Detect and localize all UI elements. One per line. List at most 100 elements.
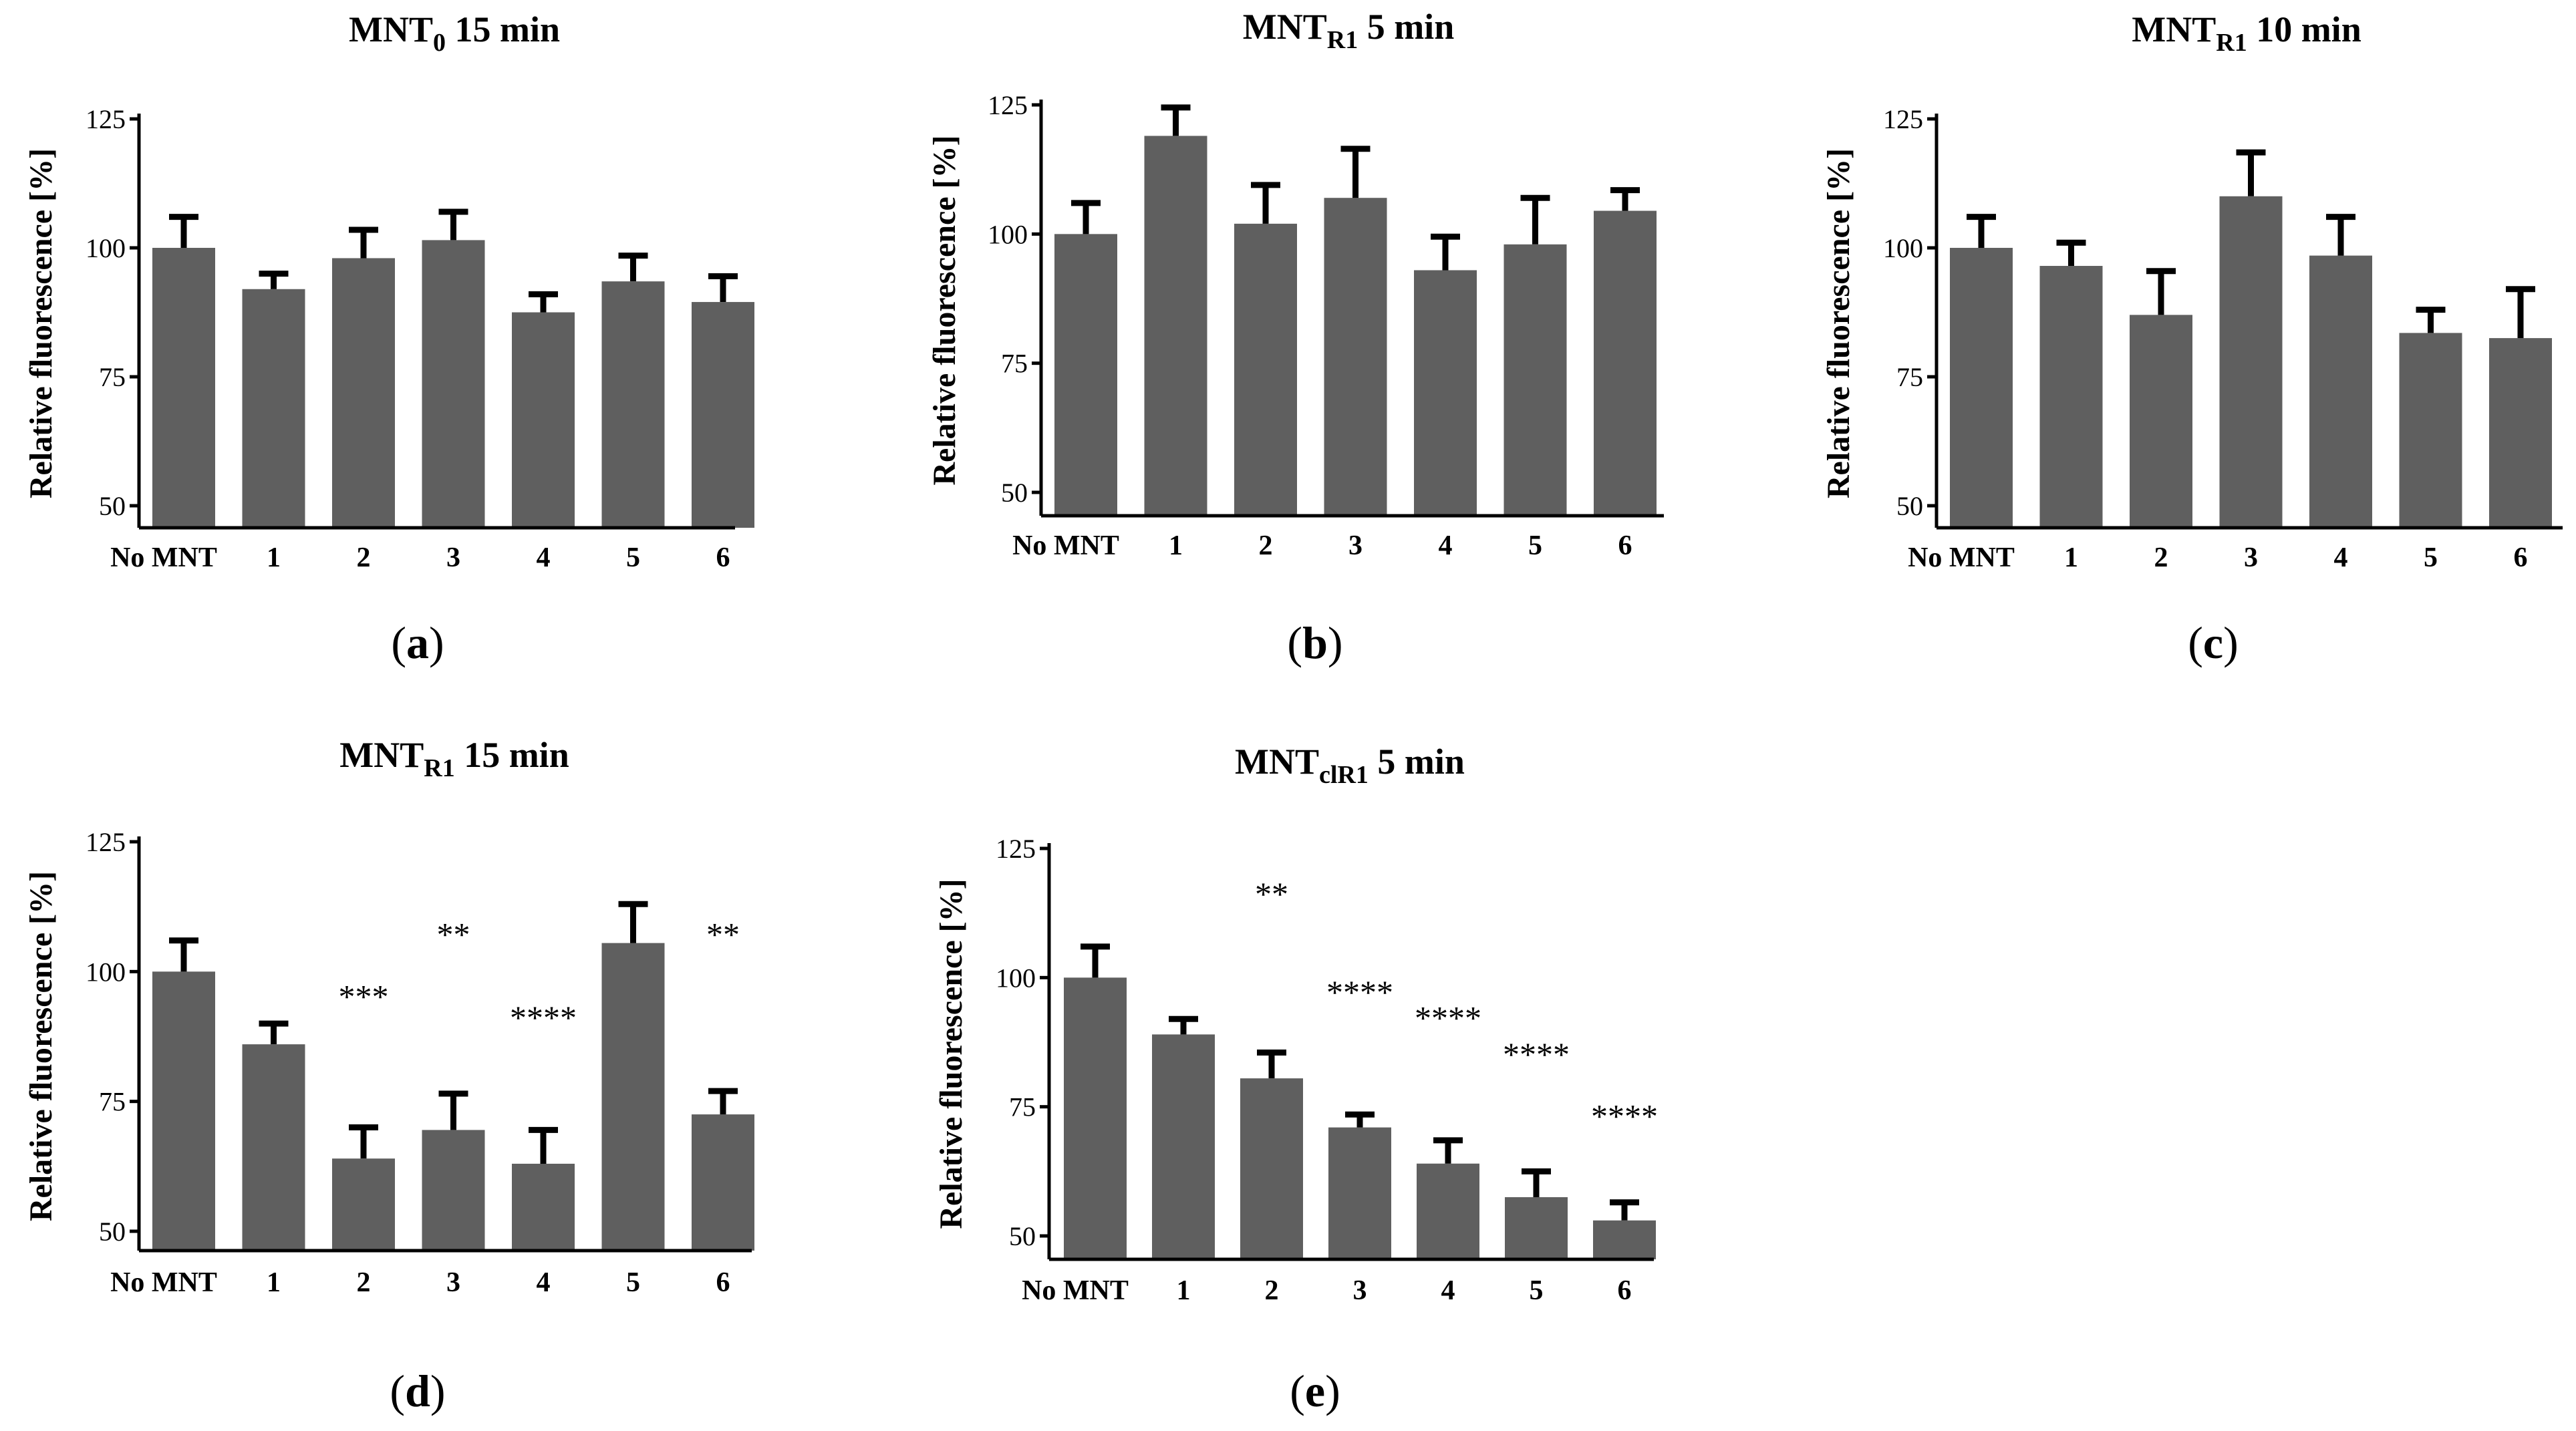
x-tick-label: 4	[537, 542, 551, 573]
chart-panel-c: MNTR1 10 min Relative fluorescence [%] No …	[1821, 9, 2563, 668]
x-tick-label: 1	[1177, 1275, 1191, 1306]
y-tick-label: 125	[996, 834, 1036, 864]
y-tick-label: 125	[86, 104, 126, 134]
panel-label: (b)	[1287, 617, 1342, 668]
bar-3	[422, 240, 485, 528]
y-tick-label: 125	[86, 827, 126, 857]
chart-title-rest: 15 min	[455, 735, 569, 775]
y-tick-label: 100	[1883, 233, 1923, 263]
panel-label-close: )	[430, 1366, 446, 1416]
chart-title-subscript: 0	[433, 29, 446, 57]
panel-label-close: )	[2223, 617, 2239, 668]
significance-label: ****	[1591, 1098, 1658, 1135]
y-axis-label: Relative fluorescence [%]	[934, 879, 969, 1229]
bar-4	[1417, 1163, 1479, 1259]
chart-title-main: MNT	[1243, 7, 1327, 47]
bar-4	[512, 1163, 575, 1251]
x-tick-label: 1	[267, 542, 281, 573]
bar-4	[2309, 255, 2372, 528]
y-axis-label: Relative fluorescence [%]	[23, 148, 59, 498]
bar-no-mnt	[1054, 234, 1117, 516]
y-tick-label: 50	[1009, 1221, 1036, 1251]
x-tick-label: 6	[1618, 1275, 1632, 1306]
significance-label: ****	[1503, 1036, 1570, 1073]
chart-title-rest: 5 min	[1358, 7, 1454, 47]
bar-4	[512, 312, 575, 528]
significance-label: **	[437, 915, 470, 953]
bar-3	[1324, 198, 1387, 516]
bar-1	[1152, 1034, 1215, 1259]
x-tick-label: 3	[1348, 530, 1363, 561]
bar-5	[1504, 244, 1567, 516]
bar-1	[1144, 136, 1207, 516]
bar-3	[2219, 196, 2283, 528]
x-tick-label: 1	[2064, 542, 2078, 573]
chart-title-subscript: clR1	[1319, 761, 1369, 789]
bar-no-mnt	[152, 971, 215, 1251]
y-tick-label: 50	[1896, 491, 1923, 521]
bar-5	[2399, 333, 2462, 528]
x-tick-label: 2	[2154, 542, 2168, 573]
y-tick-label: 75	[1009, 1092, 1036, 1122]
bar-no-mnt	[1064, 977, 1127, 1259]
significance-label: ***	[339, 978, 389, 1015]
panel-label-open: (	[2188, 617, 2203, 668]
chart-title-subscript: R1	[424, 754, 454, 782]
y-tick-label: 75	[1896, 362, 1923, 392]
significance-label: **	[1255, 875, 1288, 913]
bar-2	[1234, 223, 1297, 516]
y-tick-label: 125	[1883, 104, 1923, 134]
chart-title-main: MNT	[339, 735, 424, 775]
chart-title: MNT0 15 min	[349, 9, 560, 57]
bar-6	[1594, 210, 1657, 516]
bar-2	[332, 258, 395, 528]
x-tick-label: 5	[2424, 542, 2438, 573]
y-tick-label: 50	[1001, 478, 1028, 508]
x-tick-label: No MNT	[1022, 1275, 1129, 1306]
significance-label: ****	[1326, 973, 1393, 1011]
x-tick-label: 3	[2244, 542, 2258, 573]
y-axis-label: Relative fluorescence [%]	[23, 871, 59, 1221]
x-tick-label: 6	[716, 1267, 730, 1298]
panel-label: (d)	[390, 1366, 445, 1416]
bar-3	[422, 1130, 485, 1251]
x-tick-label: 6	[1618, 530, 1632, 561]
bar-1	[242, 289, 305, 528]
x-tick-label: 5	[1528, 530, 1542, 561]
x-tick-label: 6	[716, 542, 730, 573]
y-tick-label: 100	[996, 963, 1036, 993]
chart-title-main: MNT	[1235, 742, 1319, 782]
x-tick-label: No MNT	[1012, 530, 1119, 561]
x-tick-label: 2	[357, 1267, 371, 1298]
panel-label: (c)	[2188, 617, 2239, 668]
y-tick-label: 75	[99, 1087, 126, 1117]
panel-label-open: (	[390, 1366, 405, 1416]
x-tick-label: 6	[2514, 542, 2528, 573]
y-tick-label: 50	[99, 1217, 126, 1247]
bar-no-mnt	[152, 248, 215, 528]
panel-label-open: (	[391, 617, 406, 668]
x-tick-label: 4	[1439, 530, 1453, 561]
x-tick-label: No MNT	[110, 1267, 217, 1298]
chart-title: MNTR1 10 min	[2132, 9, 2361, 57]
chart-title-rest: 5 min	[1369, 742, 1465, 782]
chart-title-rest: 15 min	[446, 9, 560, 49]
panel-label-letter: b	[1302, 617, 1328, 668]
panel-label-close: )	[1325, 1366, 1340, 1416]
x-tick-label: 4	[537, 1267, 551, 1298]
panel-label-letter: a	[406, 617, 429, 668]
chart-title-subscript: R1	[1327, 26, 1358, 54]
bar-2	[332, 1158, 395, 1251]
x-tick-label: 3	[1353, 1275, 1367, 1306]
y-tick-label: 75	[1001, 349, 1028, 379]
x-tick-label: 3	[446, 542, 460, 573]
chart-title: MNTR1 5 min	[1243, 7, 1454, 54]
panel-label: (a)	[391, 617, 444, 668]
bar-2	[1240, 1078, 1303, 1259]
x-tick-label: 4	[2334, 542, 2348, 573]
x-tick-label: 2	[357, 542, 371, 573]
y-tick-label: 75	[99, 362, 126, 392]
y-tick-label: 100	[988, 219, 1028, 249]
